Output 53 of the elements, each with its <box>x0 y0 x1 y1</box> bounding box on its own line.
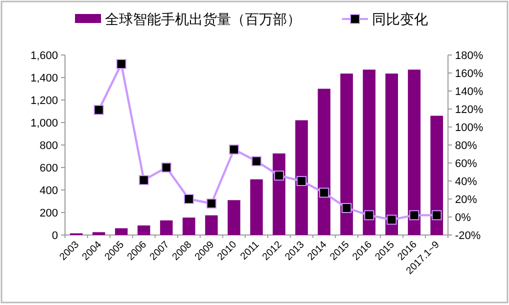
point <box>138 175 149 186</box>
y-tick-label: 800 <box>40 140 58 152</box>
y-tick-label: 400 <box>40 185 58 197</box>
point <box>94 104 104 115</box>
point <box>409 210 420 220</box>
bar <box>430 116 444 235</box>
bar <box>115 228 128 235</box>
y-tick-label: 1,000 <box>30 118 58 130</box>
point <box>319 188 330 198</box>
y-tick-label: 200 <box>40 208 58 220</box>
point <box>342 203 352 213</box>
bar <box>362 70 376 235</box>
bar <box>228 200 240 235</box>
bar <box>295 120 308 235</box>
y2-tick-label: 160% <box>455 68 484 80</box>
legend-label: 同比变化 <box>372 11 428 27</box>
bar <box>250 179 263 235</box>
point <box>184 194 194 204</box>
bar <box>385 74 398 235</box>
y-tick-label: 1,200 <box>30 95 58 107</box>
y2-tick-label: 40% <box>455 176 478 188</box>
y2-tick-label: 180% <box>455 50 484 62</box>
y2-tick-label: -20% <box>455 230 481 242</box>
point <box>252 156 262 166</box>
y2-tick-label: 80% <box>455 140 478 152</box>
point <box>386 214 397 225</box>
y2-tick-label: 100% <box>455 122 484 134</box>
point <box>432 210 442 220</box>
bar <box>182 218 196 235</box>
y2-tick-label: 0% <box>455 212 472 224</box>
bar <box>318 88 330 235</box>
y2-tick-label: 140% <box>455 86 484 98</box>
y2-tick-label: 60% <box>455 158 478 170</box>
bar <box>340 74 353 235</box>
y2-tick-label: 120% <box>455 104 484 116</box>
point <box>364 210 374 220</box>
point <box>228 144 239 154</box>
y-tick-label: 0 <box>52 230 58 242</box>
bar <box>408 70 421 235</box>
point <box>116 59 126 69</box>
legend-label: 全球智能手机出货量（百万部） <box>105 11 301 27</box>
bar <box>205 215 218 235</box>
y-tick-label: 1,600 <box>30 50 58 62</box>
y-tick-label: 600 <box>40 162 58 174</box>
point <box>161 162 172 172</box>
bar <box>92 232 106 235</box>
y-tick-label: 1,400 <box>30 72 58 84</box>
point <box>206 198 216 208</box>
point <box>296 176 307 186</box>
y2-tick-label: 20% <box>455 194 478 206</box>
point <box>274 170 284 181</box>
bar <box>160 220 173 235</box>
bar <box>138 225 150 235</box>
